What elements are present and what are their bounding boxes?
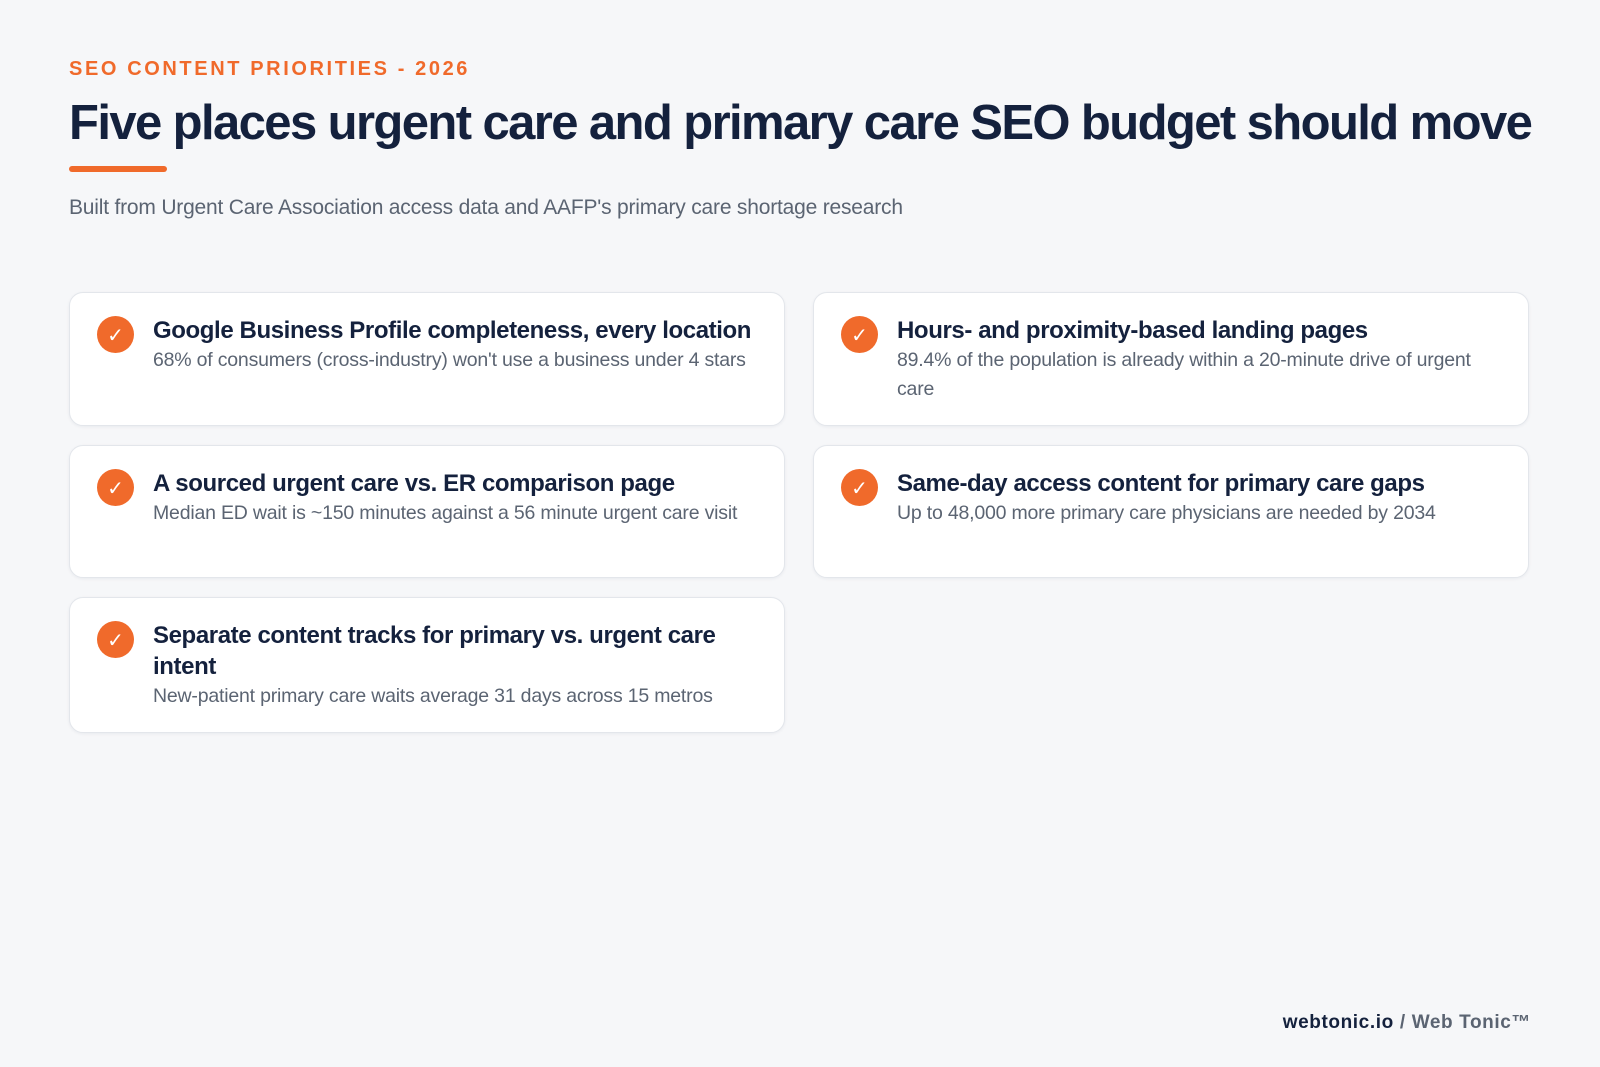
title-underline <box>69 166 167 172</box>
checkmark-icon: ✓ <box>841 316 878 353</box>
priority-card-3: ✓ A sourced urgent care vs. ER compariso… <box>69 445 785 578</box>
card-text: New-patient primary care waits average 3… <box>153 685 713 707</box>
footer-brand: Web Tonic™ <box>1411 1012 1531 1033</box>
footer-domain: webtonic.io <box>1282 1012 1394 1033</box>
priority-card-4: ✓ Same-day access content for primary ca… <box>813 445 1529 578</box>
checkmark-icon: ✓ <box>841 469 878 506</box>
page-title: Five places urgent care and primary care… <box>69 96 1533 150</box>
checkmark-icon: ✓ <box>97 621 134 658</box>
card-title: Separate content tracks for primary vs. … <box>153 622 716 680</box>
card-title: A sourced urgent care vs. ER comparison … <box>153 470 675 497</box>
card-title: Same-day access content for primary care… <box>897 470 1425 497</box>
card-title: Google Business Profile completeness, ev… <box>153 317 752 344</box>
checkmark-icon: ✓ <box>97 316 134 353</box>
slide: SEO CONTENT PRIORITIES - 2026 Five place… <box>69 0 1533 1067</box>
priority-card-5: ✓ Separate content tracks for primary vs… <box>69 597 785 733</box>
card-text: Up to 48,000 more primary care physician… <box>897 502 1436 524</box>
card-text: Median ED wait is ~150 minutes against a… <box>153 502 738 524</box>
page-subtitle: Built from Urgent Care Association acces… <box>69 196 903 219</box>
card-title: Hours- and proximity-based landing pages <box>897 317 1368 344</box>
footer-credit: webtonic.io / Web Tonic™ <box>1283 1012 1531 1034</box>
eyebrow-label: SEO CONTENT PRIORITIES - 2026 <box>69 58 471 80</box>
checkmark-icon: ✓ <box>97 469 134 506</box>
priority-card-1: ✓ Google Business Profile completeness, … <box>69 292 785 426</box>
footer-separator: / <box>1399 1012 1406 1033</box>
card-text: 89.4% of the population is already withi… <box>897 349 1471 400</box>
card-text: 68% of consumers (cross-industry) won't … <box>153 349 746 371</box>
priority-card-2: ✓ Hours- and proximity-based landing pag… <box>813 292 1529 426</box>
